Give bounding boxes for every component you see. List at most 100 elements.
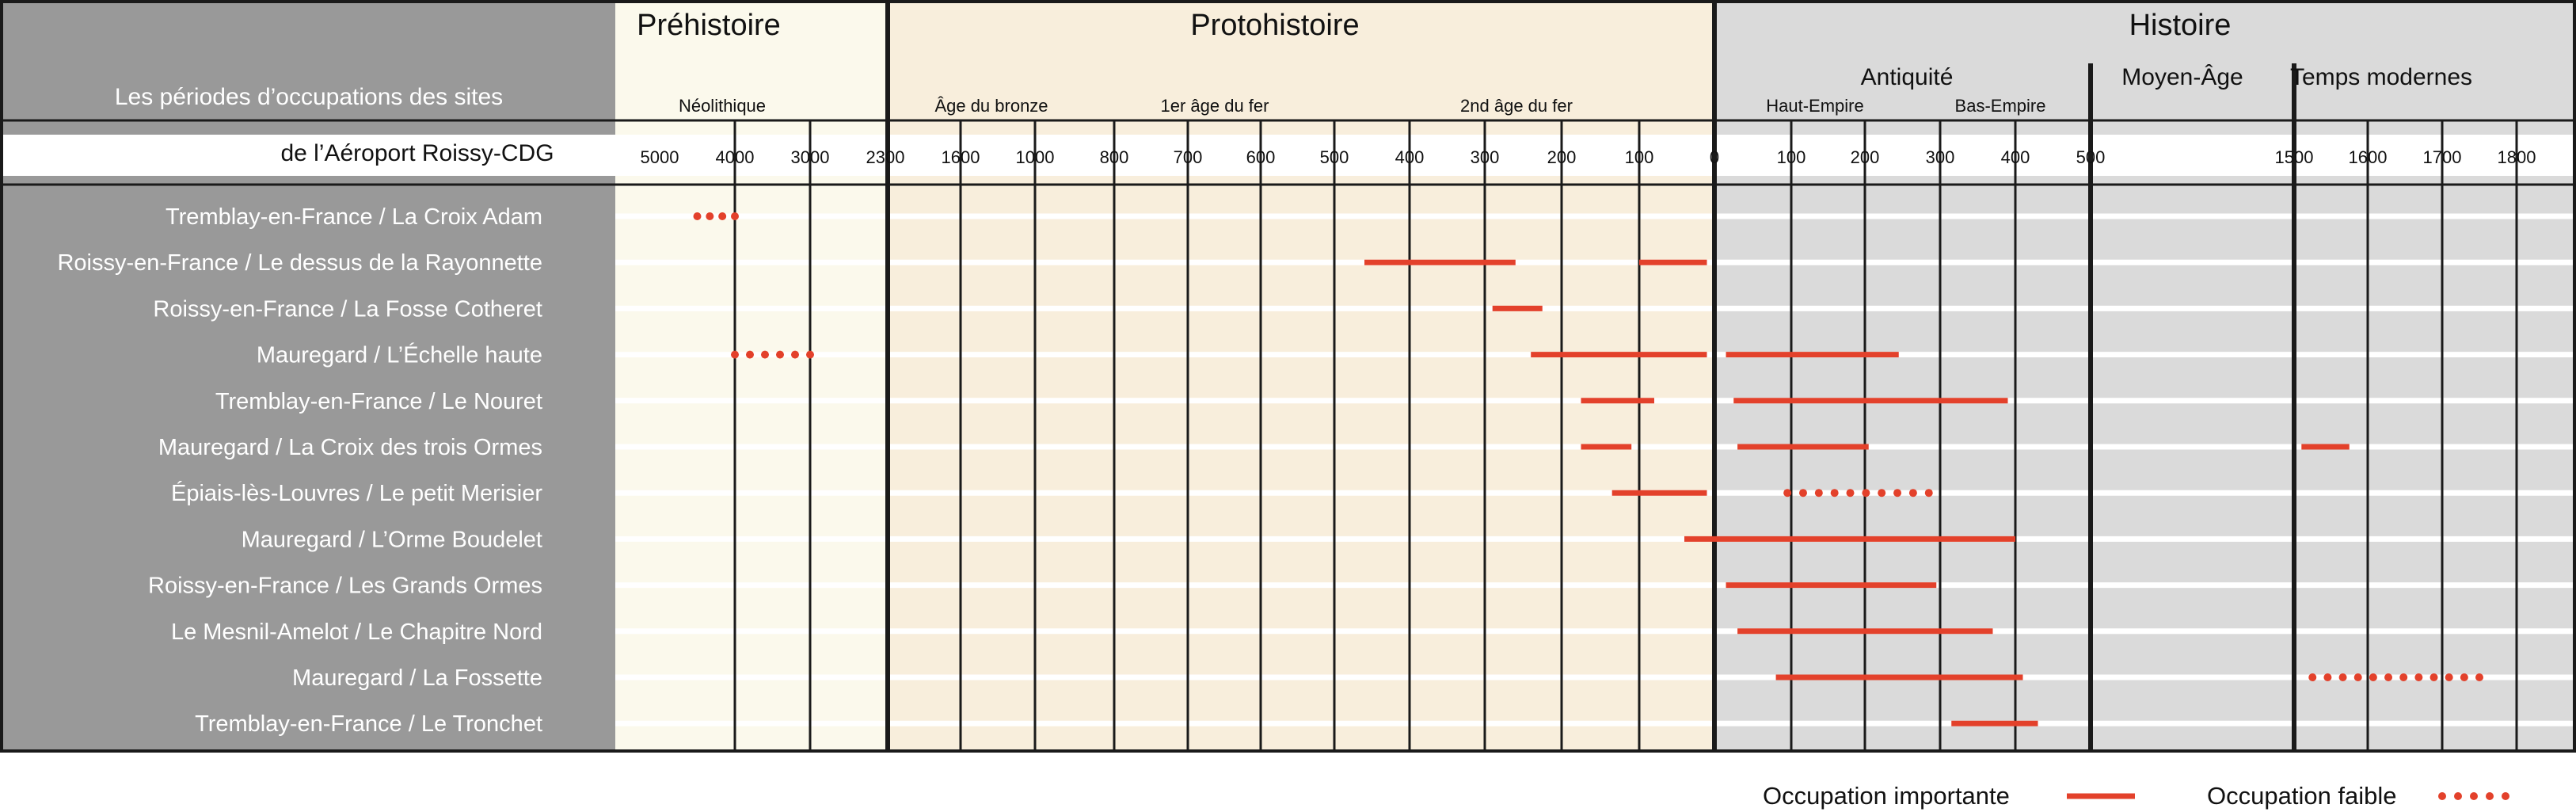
subera-temps-modernes: Temps modernes bbox=[2290, 64, 2472, 90]
tick-label: 100 bbox=[1625, 147, 1654, 167]
tick-label: 600 bbox=[1246, 147, 1276, 167]
occupation-dot-weak bbox=[746, 350, 754, 359]
occupation-dot-weak bbox=[2369, 673, 2377, 681]
tick-label: 1700 bbox=[2423, 147, 2462, 167]
occupation-dot-weak bbox=[1862, 489, 1870, 497]
tick-label: 300 bbox=[1471, 147, 1500, 167]
prehistoire-background bbox=[615, 2, 888, 751]
histoire-background bbox=[1716, 2, 2574, 751]
occupation-dot-weak bbox=[1878, 489, 1886, 497]
period-bas-empire: Bas-Empire bbox=[1955, 96, 2046, 116]
legend-weak-swatch bbox=[2438, 792, 2509, 800]
period-neolithique: Néolithique bbox=[679, 96, 766, 116]
axis-band bbox=[2, 135, 2574, 176]
occupation-dot-weak bbox=[2430, 673, 2438, 681]
occupation-dot-weak bbox=[731, 212, 739, 220]
chart-title-line1: Les périodes d’occupations des sites bbox=[115, 84, 503, 110]
legend-weak-dot bbox=[2438, 792, 2446, 800]
occupation-dot-weak bbox=[2353, 673, 2362, 681]
protohistoire-background bbox=[888, 2, 1716, 751]
occupation-dot-weak bbox=[1846, 489, 1855, 497]
row-stripes bbox=[615, 213, 2574, 726]
tick-label: 5000 bbox=[641, 147, 679, 167]
occupation-dot-weak bbox=[2399, 673, 2408, 681]
site-label: Tremblay-en-France / Le Nouret bbox=[215, 389, 542, 414]
tick-label: 2300 bbox=[866, 147, 905, 167]
period-gridlines bbox=[733, 2, 2518, 751]
occupation-dot-weak bbox=[1908, 489, 1917, 497]
site-label: Roissy-en-France / Les Grands Ormes bbox=[148, 574, 542, 599]
tick-label: 1000 bbox=[1016, 147, 1055, 167]
legend-weak-dot bbox=[2486, 792, 2494, 800]
occupation-dot-weak bbox=[2338, 673, 2347, 681]
period-age-du-bronze: Âge du bronze bbox=[934, 96, 1048, 116]
tick-label: 400 bbox=[2001, 147, 2030, 167]
tick-label: 500 bbox=[1320, 147, 1349, 167]
tick-label: 200 bbox=[1547, 147, 1577, 167]
occupation-dot-weak bbox=[791, 350, 799, 359]
occupation-dot-weak bbox=[2414, 673, 2423, 681]
era-histoire: Histoire bbox=[2129, 9, 2232, 42]
site-label: Épiais-lès-Louvres / Le petit Merisier bbox=[171, 480, 542, 506]
tick-label: 700 bbox=[1174, 147, 1203, 167]
occupation-dot-weak bbox=[1798, 489, 1807, 497]
legend-weak-dot bbox=[2502, 792, 2509, 800]
era-prehistoire: Préhistoire bbox=[637, 9, 781, 42]
site-label: Mauregard / L’Orme Boudelet bbox=[242, 527, 542, 552]
legend-strong-label: Occupation importante bbox=[1763, 782, 2010, 810]
occupation-dot-weak bbox=[2384, 673, 2393, 681]
legend-weak-dot bbox=[2470, 792, 2478, 800]
tick-label: 3000 bbox=[791, 147, 830, 167]
era-protohistoire: Protohistoire bbox=[1190, 9, 1359, 42]
tick-label: 800 bbox=[1100, 147, 1129, 167]
legend-weak-label: Occupation faible bbox=[2207, 782, 2397, 810]
tick-label: 4000 bbox=[716, 147, 755, 167]
period-haut-empire: Haut-Empire bbox=[1766, 96, 1863, 116]
period-2nd-age-du-fer: 2nd âge du fer bbox=[1460, 96, 1573, 116]
tick-label: 200 bbox=[1851, 147, 1880, 167]
tick-label: 100 bbox=[1777, 147, 1806, 167]
occupation-dot-weak bbox=[693, 212, 702, 220]
occupation-dot-weak bbox=[1893, 489, 1902, 497]
occupation-dot-weak bbox=[2460, 673, 2468, 681]
occupation-bars bbox=[693, 212, 2483, 726]
axis-tick-labels: 5000 4000 3000 2300 1600 1000 800 700 600 500 400 3… bbox=[641, 147, 2536, 167]
subera-antiquite: Antiquité bbox=[1861, 64, 1954, 90]
site-label: Roissy-en-France / La Fosse Cotheret bbox=[153, 296, 542, 322]
site-label: Roissy-en-France / Le dessus de la Rayon… bbox=[57, 250, 542, 276]
occupation-dot-weak bbox=[776, 350, 784, 359]
occupation-dot-weak bbox=[806, 350, 814, 359]
occupation-dot-weak bbox=[2323, 673, 2332, 681]
subera-moyen-age: Moyen-Âge bbox=[2121, 64, 2243, 90]
legend-weak-dot bbox=[2454, 792, 2462, 800]
tick-label: 1800 bbox=[2498, 147, 2536, 167]
site-label: Le Mesnil-Amelot / Le Chapitre Nord bbox=[171, 619, 542, 645]
occupation-dot-weak bbox=[761, 350, 769, 359]
occupation-dot-weak bbox=[731, 350, 739, 359]
site-label: Tremblay-en-France / La Croix Adam bbox=[166, 204, 542, 230]
occupation-dot-weak bbox=[718, 212, 727, 220]
occupation-dot-weak bbox=[2445, 673, 2453, 681]
occupation-dot-weak bbox=[2308, 673, 2317, 681]
label-panel bbox=[2, 2, 615, 751]
occupation-dot-weak bbox=[2475, 673, 2483, 681]
tick-label: 400 bbox=[1395, 147, 1425, 167]
site-labels: Tremblay-en-France / La Croix Adam Roissy… bbox=[57, 204, 542, 737]
site-label: Mauregard / L’Échelle haute bbox=[257, 342, 542, 368]
tick-label: 300 bbox=[1926, 147, 1955, 167]
occupation-dot-weak bbox=[1924, 489, 1933, 497]
tick-label: 1600 bbox=[942, 147, 980, 167]
chart-title-line2: de l’Aéroport Roissy-CDG bbox=[280, 140, 554, 166]
tick-label: 500 bbox=[2076, 147, 2106, 167]
tick-label: 1500 bbox=[2275, 147, 2314, 167]
site-label: Mauregard / La Croix des trois Ormes bbox=[158, 435, 542, 460]
site-label: Mauregard / La Fossette bbox=[292, 665, 542, 691]
occupation-dot-weak bbox=[1830, 489, 1839, 497]
occupation-dot-weak bbox=[1783, 489, 1792, 497]
tick-label: 0 bbox=[1710, 147, 1719, 167]
tick-label: 1600 bbox=[2349, 147, 2388, 167]
occupation-dot-weak bbox=[706, 212, 714, 220]
site-label: Tremblay-en-France / Le Tronchet bbox=[195, 711, 542, 737]
chart-frame bbox=[0, 0, 2576, 753]
